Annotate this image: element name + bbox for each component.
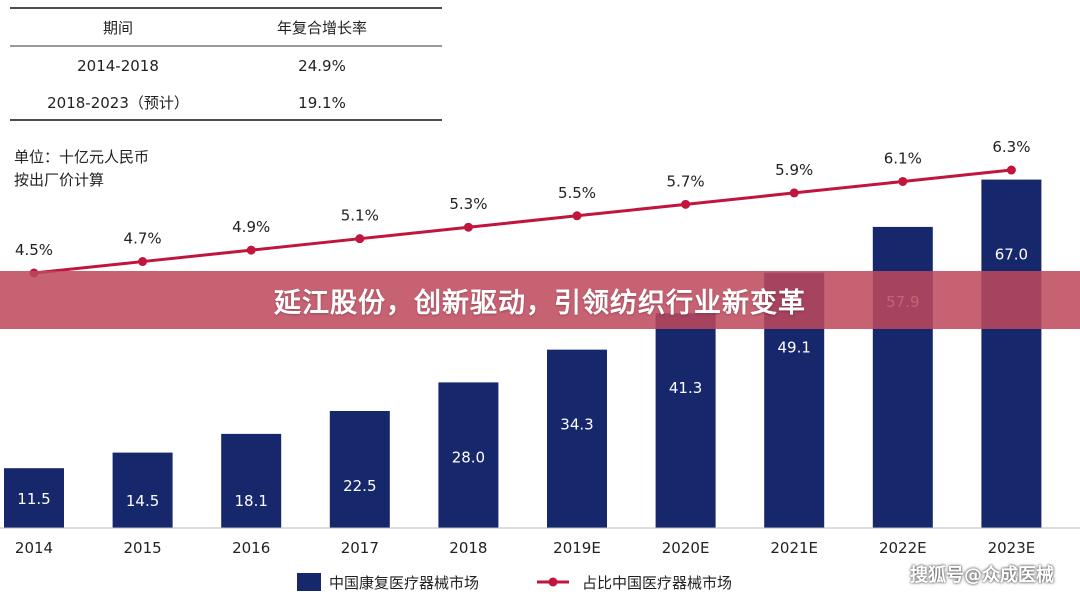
- table-row-1-cagr: 24.9%: [298, 57, 346, 75]
- line-label-2021E: 5.9%: [775, 161, 813, 179]
- line-point-2015: [138, 257, 148, 267]
- line-point-2018: [463, 222, 473, 232]
- line-label-2015: 4.7%: [124, 230, 162, 248]
- table-row-2-cagr: 19.1%: [298, 94, 346, 112]
- x-tick-2014: 2014: [15, 539, 53, 557]
- bar-label-2014: 11.5: [17, 490, 50, 508]
- table-header-period: 期间: [103, 19, 133, 37]
- bar-2023E: [981, 179, 1042, 528]
- bar-label-2020E: 41.3: [669, 379, 702, 397]
- bar-label-2018: 28.0: [452, 448, 485, 466]
- bar-2016: [221, 433, 282, 528]
- legend-bar-swatch: [297, 573, 321, 591]
- line-label-2016: 4.9%: [232, 218, 270, 236]
- bar-2020E: [655, 313, 716, 528]
- line-point-2022E: [898, 176, 908, 186]
- table-header-cagr: 年复合增长率: [277, 19, 367, 37]
- line-label-2018: 5.3%: [449, 195, 487, 213]
- bar-label-2021E: 49.1: [777, 339, 810, 357]
- bar-series: [4, 179, 1042, 529]
- bar-2014: [4, 468, 64, 528]
- legend-line-label: 占比中国医疗器械市场: [582, 574, 732, 592]
- table-row-2-period: 2018-2023（预计）: [47, 94, 189, 112]
- bar-2017: [329, 411, 390, 528]
- cagr-table: 期间 年复合增长率 2014-2018 24.9% 2018-2023（预计） …: [10, 7, 442, 121]
- line-point-2020E: [681, 199, 691, 209]
- x-tick-2016: 2016: [232, 539, 270, 557]
- line-path: [33, 168, 1012, 275]
- legend-bar-label: 中国康复医疗器械市场: [329, 574, 479, 592]
- line-series: [29, 165, 1016, 278]
- table-row-1-period: 2014-2018: [77, 57, 159, 75]
- x-tick-2019E: 2019E: [553, 539, 601, 557]
- line-value-labels: 4.5% 4.7% 4.9% 5.1% 5.3% 5.5% 5.7% 5.9% 6.1% 6.3%: [15, 138, 1031, 259]
- line-label-2017: 5.1%: [341, 207, 379, 225]
- bar-label-2023E: 67.0: [995, 246, 1028, 264]
- x-tick-2022E: 2022E: [879, 539, 927, 557]
- line-point-2021E: [789, 188, 799, 198]
- bar-2015: [112, 452, 173, 528]
- bar-2019E: [547, 349, 607, 528]
- bar-label-2017: 22.5: [343, 477, 376, 495]
- line-point-2017: [355, 234, 365, 244]
- banner-title: 延江股份，创新驱动，引领纺织行业新变革: [274, 287, 806, 319]
- x-tick-2015: 2015: [124, 539, 162, 557]
- bar-label-2019E: 34.3: [560, 416, 593, 434]
- line-point-2019E: [572, 211, 582, 221]
- x-axis-tick-labels: 2014 2015 2016 2017 2018 2019E 2020E 2021E 2022E…: [15, 539, 1035, 557]
- x-tick-2021E: 2021E: [770, 539, 818, 557]
- line-label-2022E: 6.1%: [884, 149, 922, 167]
- title-banner: 延江股份，创新驱动，引领纺织行业新变革: [0, 271, 1080, 329]
- bar-label-2016: 18.1: [234, 492, 267, 510]
- unit-note-line-2: 按出厂价计算: [14, 171, 104, 189]
- legend: 中国康复医疗器械市场 占比中国医疗器械市场: [297, 573, 732, 592]
- bar-label-2015: 14.5: [126, 492, 159, 510]
- x-tick-2023E: 2023E: [988, 539, 1036, 557]
- line-label-2014: 4.5%: [15, 241, 53, 259]
- line-label-2020E: 5.7%: [667, 172, 705, 190]
- x-tick-2020E: 2020E: [662, 539, 710, 557]
- line-label-2023E: 6.3%: [992, 138, 1030, 156]
- legend-line-marker: [548, 577, 558, 587]
- unit-note-line-1: 单位：十亿元人民币: [14, 148, 149, 166]
- x-tick-2018: 2018: [449, 539, 487, 557]
- line-point-2023E: [1006, 165, 1016, 175]
- bar-2018: [438, 382, 499, 528]
- watermark: 搜狐号@众成医械: [910, 565, 1054, 586]
- line-label-2019E: 5.5%: [558, 184, 596, 202]
- line-point-2016: [246, 245, 256, 255]
- x-tick-2017: 2017: [341, 539, 379, 557]
